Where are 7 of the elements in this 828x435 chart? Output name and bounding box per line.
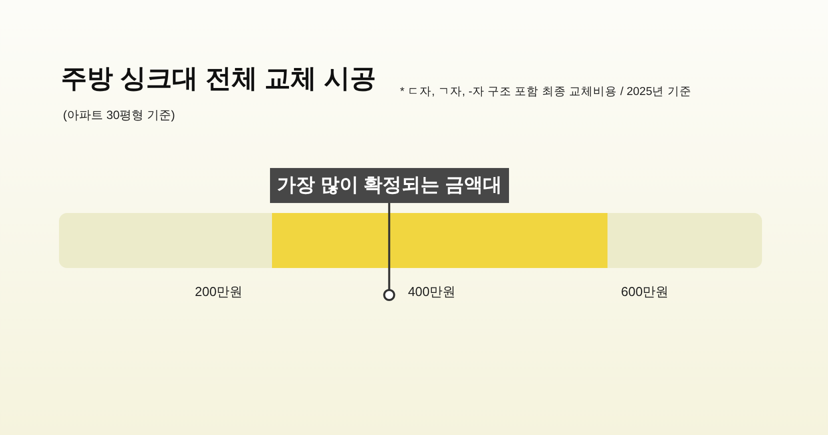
x-tick-label: 600만원 [620,284,669,299]
x-tick-label: 200만원 [194,284,243,299]
chart-title: 주방 싱크대 전체 교체 시공 [61,63,376,94]
x-tick-label: 400만원 [408,284,456,299]
chart-subtitle: (아파트 30평형 기준) [63,108,176,122]
ref-line-label: 가장 많이 확정되는 금액대 [277,175,502,196]
text: * ㄷ자, ㄱ자, -자 구조 포함 최종 교체비용 / 2025년 기준 [400,86,692,98]
